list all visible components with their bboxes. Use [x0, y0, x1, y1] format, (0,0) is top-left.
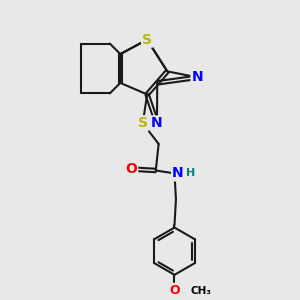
Text: N: N	[191, 70, 203, 84]
Text: N: N	[172, 167, 184, 180]
Text: N: N	[151, 116, 163, 130]
Text: S: S	[142, 33, 152, 47]
Text: H: H	[186, 168, 195, 178]
Text: O: O	[125, 162, 137, 176]
Text: O: O	[169, 284, 180, 297]
Text: CH₃: CH₃	[190, 286, 211, 296]
Text: S: S	[138, 116, 148, 130]
